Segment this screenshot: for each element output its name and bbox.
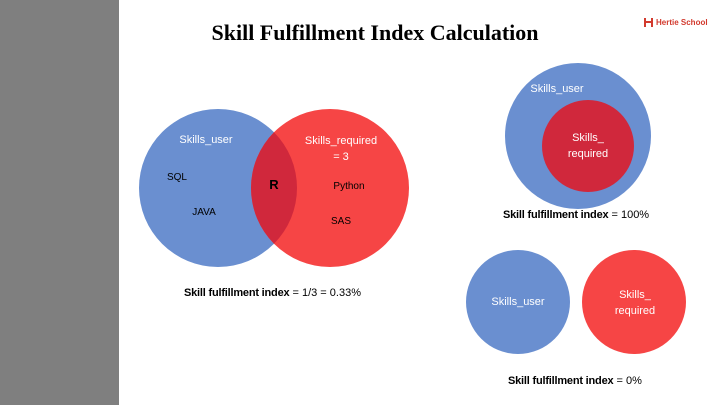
venn-partial-overlap: Skills_user Skills_required = 3 R SQL JA…	[139, 109, 409, 267]
logo-mark-icon	[644, 17, 653, 27]
none-user-label: Skills_user	[491, 296, 545, 308]
none-required-label-line1: Skills_	[619, 289, 652, 301]
none-skills-required-circle	[582, 250, 686, 354]
none-required-label-line2: required	[615, 305, 655, 317]
partial-caption-bold: Skill fulfillment index	[184, 287, 290, 299]
partial-caption: Skill fulfillment index = 1/3 = 0.33%	[184, 287, 361, 299]
full-caption: Skill fulfillment index = 100%	[503, 209, 649, 221]
none-caption-bold: Skill fulfillment index	[508, 375, 614, 387]
venn-full-containment: Skills_user Skills_ required	[505, 63, 651, 209]
user-item-java: JAVA	[192, 207, 216, 218]
full-caption-value: = 100%	[608, 209, 650, 221]
full-required-label-line1: Skills_	[572, 132, 605, 144]
skills-user-circle	[139, 109, 297, 267]
user-item-sql: SQL	[167, 172, 187, 183]
skills-required-circle	[251, 109, 409, 267]
full-skills-required-circle	[542, 100, 634, 192]
partial-caption-value: = 1/3 = 0.33%	[289, 287, 361, 299]
slide-sidebar	[0, 0, 119, 405]
logo-text: Hertie School	[656, 17, 708, 27]
slide-title: Skill Fulfillment Index Calculation	[211, 20, 539, 45]
none-skills-user-circle	[466, 250, 570, 354]
venn-no-overlap: Skills_user Skills_ required	[466, 250, 686, 354]
hertie-school-logo: Hertie School	[644, 15, 708, 29]
full-required-label-line2: required	[568, 148, 608, 160]
full-user-label: Skills_user	[530, 83, 584, 95]
none-caption: Skill fulfillment index = 0%	[508, 375, 642, 387]
none-caption-value: = 0%	[613, 375, 642, 387]
partial-required-label-line2: = 3	[333, 151, 349, 163]
partial-user-label: Skills_user	[179, 134, 233, 146]
partial-required-label-line1: Skills_required	[305, 135, 377, 147]
full-caption-bold: Skill fulfillment index	[503, 209, 609, 221]
intersection-label: R	[269, 177, 279, 192]
required-item-sas: SAS	[331, 216, 351, 227]
required-item-python: Python	[333, 181, 364, 192]
